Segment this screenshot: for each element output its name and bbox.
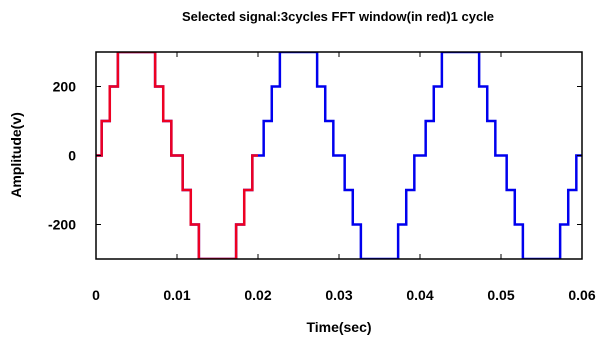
y-tick-label: 200: [53, 79, 77, 95]
x-tick-label: 0.03: [325, 287, 352, 303]
x-tick-label: 0.01: [163, 287, 190, 303]
chart-title: Selected signal:3cycles FFT window(in re…: [182, 9, 494, 24]
x-tick-label: 0.05: [487, 287, 514, 303]
x-tick-label: 0.04: [406, 287, 433, 303]
x-tick-label: 0.06: [568, 287, 595, 303]
y-tick-label: 0: [68, 148, 76, 164]
y-tick-label: -200: [48, 217, 76, 233]
axis-ticks: 0 0.01 0.02 0.03 0.04 0.05 0.06 -200 0 200: [48, 52, 596, 303]
series-line-red: [96, 52, 258, 259]
series-line-blue: [96, 52, 582, 259]
x-tick-label: 0.02: [244, 287, 271, 303]
x-axis-label: Time(sec): [306, 319, 371, 335]
x-tick-label: 0: [92, 287, 100, 303]
plot-series-layer: [96, 52, 582, 259]
y-axis-label: Amplitude(v): [8, 112, 24, 198]
